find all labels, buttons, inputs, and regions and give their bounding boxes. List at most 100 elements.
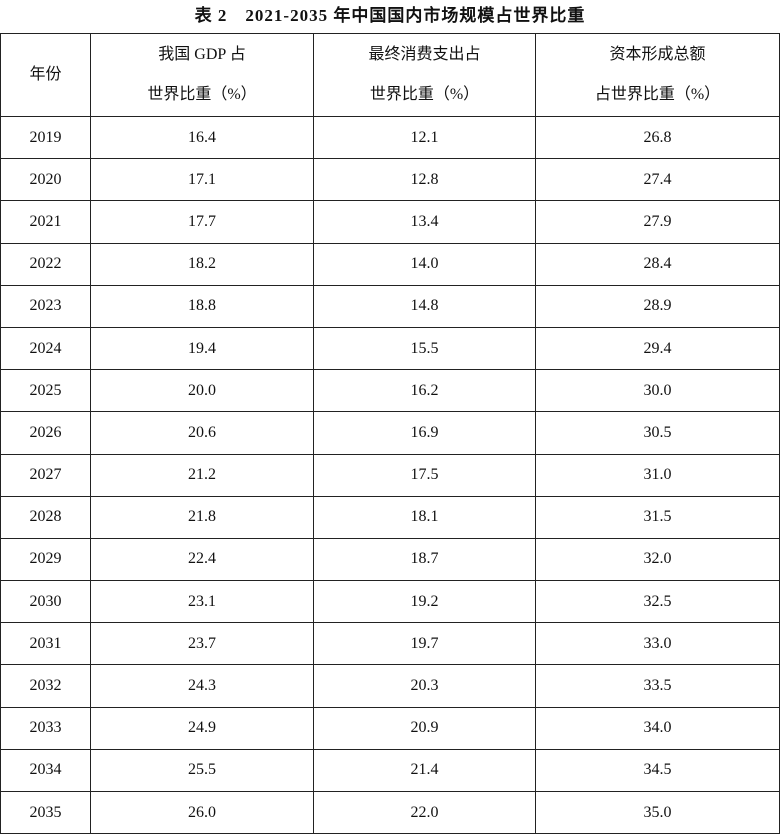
value-cell: 17.1	[90, 158, 314, 202]
value-cell: 18.8	[90, 284, 314, 328]
table-title: 表 2 2021-2035 年中国国内市场规模占世界比重	[194, 6, 586, 25]
value-cell: 16.2	[313, 369, 536, 413]
table-row: 2027 21.2 17.5 31.0	[0, 453, 780, 497]
value-cell: 22.0	[313, 790, 536, 835]
value-cell: 23.7	[90, 622, 314, 666]
value-cell: 21.2	[90, 453, 314, 497]
value-cell: 14.8	[313, 284, 536, 328]
table-body: 2019 16.4 12.1 26.8 2020 17.1 12.8 27.4 2021 17.7…	[0, 115, 780, 835]
value-cell: 17.7	[90, 200, 314, 244]
value-cell: 31.5	[535, 495, 780, 539]
value-cell: 20.6	[90, 411, 314, 455]
year-cell: 2031	[0, 622, 91, 666]
data-table: 年份 我国 GDP 占世界比重（%） 最终消费支出占 世界比重（%） 资本形成总额 占世界…	[0, 33, 780, 835]
value-cell: 18.7	[313, 537, 536, 582]
value-cell: 20.3	[313, 664, 536, 708]
year-cell: 2028	[0, 495, 91, 539]
value-cell: 14.0	[313, 242, 536, 286]
header-text: 资本形成总额	[609, 46, 706, 63]
value-cell: 35.0	[535, 790, 780, 835]
value-cell: 13.4	[313, 200, 536, 244]
value-cell: 23.1	[90, 580, 314, 624]
table-row: 2031 23.7 19.7 33.0	[0, 622, 780, 666]
year-cell: 2030	[0, 580, 91, 624]
header-text: 世界比重（%）	[369, 86, 480, 103]
value-cell: 30.0	[535, 369, 780, 413]
header-cell: 最终消费支出占 世界比重（%）	[313, 33, 536, 117]
value-cell: 34.0	[535, 706, 780, 750]
header-cell: 资本形成总额 占世界比重（%）	[535, 33, 780, 117]
value-cell: 18.2	[90, 242, 314, 286]
table-row: 2030 23.1 19.2 32.5	[0, 580, 780, 624]
value-cell: 17.5	[313, 453, 536, 497]
year-cell: 2020	[0, 158, 91, 202]
table-row: 2025 20.0 16.2 30.0	[0, 369, 780, 413]
value-cell: 19.2	[313, 580, 536, 624]
table-row: 2019 16.4 12.1 26.8	[0, 115, 780, 160]
year-cell: 2021	[0, 200, 91, 244]
table-row: 2020 17.1 12.8 27.4	[0, 158, 780, 202]
value-cell: 20.9	[313, 706, 536, 750]
table-row: 2024 19.4 15.5 29.4	[0, 326, 780, 371]
year-cell: 2035	[0, 790, 91, 835]
value-cell: 29.4	[535, 326, 780, 371]
value-cell: 21.8	[90, 495, 314, 539]
header-text: 最终消费支出占	[368, 46, 481, 63]
value-cell: 18.1	[313, 495, 536, 539]
year-cell: 2027	[0, 453, 91, 497]
header-text: 年份	[29, 66, 62, 83]
header-cell: 我国 GDP 占世界比重（%）	[90, 33, 314, 117]
value-cell: 33.5	[535, 664, 780, 708]
value-cell: 28.9	[535, 284, 780, 328]
value-cell: 26.8	[535, 115, 780, 160]
value-cell: 27.4	[535, 158, 780, 202]
value-cell: 32.0	[535, 537, 780, 582]
table-row: 2022 18.2 14.0 28.4	[0, 242, 780, 286]
year-cell: 2019	[0, 115, 91, 160]
value-cell: 24.9	[90, 706, 314, 750]
table-row: 2029 22.4 18.7 32.0	[0, 537, 780, 582]
value-cell: 24.3	[90, 664, 314, 708]
table-row: 2035 26.0 22.0 35.0	[0, 790, 780, 835]
value-cell: 12.1	[313, 115, 536, 160]
table-row: 2028 21.8 18.1 31.5	[0, 495, 780, 539]
table-row: 2034 25.5 21.4 34.5	[0, 748, 780, 793]
header-row: 年份 我国 GDP 占世界比重（%） 最终消费支出占 世界比重（%） 资本形成总额 占世界…	[0, 33, 780, 117]
value-cell: 28.4	[535, 242, 780, 286]
value-cell: 34.5	[535, 748, 780, 793]
value-cell: 32.5	[535, 580, 780, 624]
year-cell: 2024	[0, 326, 91, 371]
value-cell: 22.4	[90, 537, 314, 582]
table-row: 2032 24.3 20.3 33.5	[0, 664, 780, 708]
value-cell: 21.4	[313, 748, 536, 793]
table-row: 2033 24.9 20.9 34.0	[0, 706, 780, 750]
header-text: 世界比重（%）	[147, 86, 257, 103]
value-cell: 20.0	[90, 369, 314, 413]
value-cell: 27.9	[535, 200, 780, 244]
value-cell: 16.4	[90, 115, 314, 160]
header-cell: 年份	[0, 33, 91, 117]
year-cell: 2023	[0, 284, 91, 328]
value-cell: 15.5	[313, 326, 536, 371]
header-text: 我国 GDP 占	[158, 46, 246, 63]
value-cell: 16.9	[313, 411, 536, 455]
value-cell: 26.0	[90, 790, 314, 835]
year-cell: 2033	[0, 706, 91, 750]
value-cell: 19.4	[90, 326, 314, 371]
year-cell: 2034	[0, 748, 91, 793]
table-row: 2021 17.7 13.4 27.9	[0, 200, 780, 244]
year-cell: 2022	[0, 242, 91, 286]
value-cell: 33.0	[535, 622, 780, 666]
year-cell: 2026	[0, 411, 91, 455]
year-cell: 2029	[0, 537, 91, 582]
value-cell: 30.5	[535, 411, 780, 455]
table-row: 2023 18.8 14.8 28.9	[0, 284, 780, 328]
year-cell: 2032	[0, 664, 91, 708]
year-cell: 2025	[0, 369, 91, 413]
value-cell: 25.5	[90, 748, 314, 793]
table-row: 2026 20.6 16.9 30.5	[0, 411, 780, 455]
value-cell: 19.7	[313, 622, 536, 666]
value-cell: 12.8	[313, 158, 536, 202]
header-text: 占世界比重（%）	[594, 86, 721, 103]
